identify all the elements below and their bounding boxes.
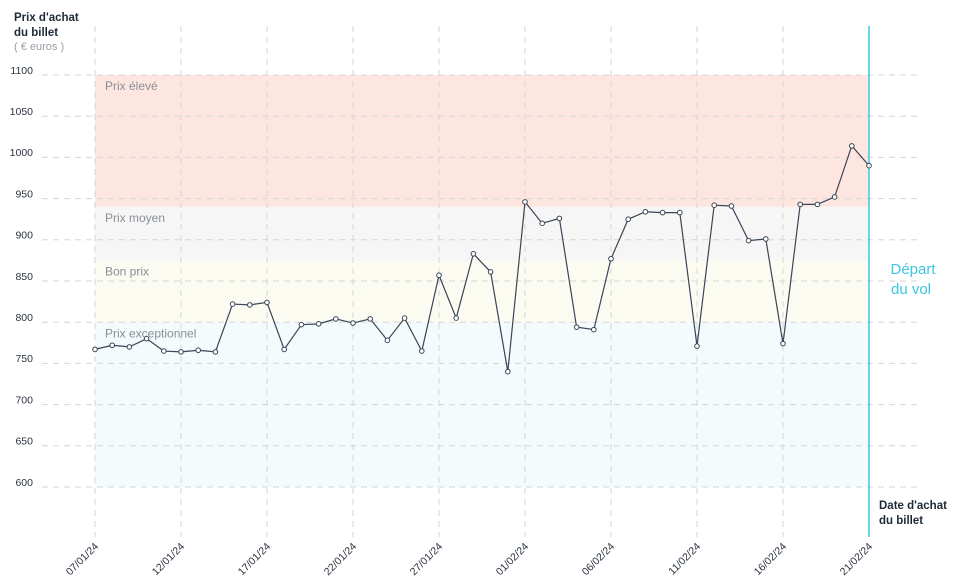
price-point — [711, 202, 718, 208]
price-point — [453, 315, 460, 321]
price-point — [849, 143, 855, 149]
price-point — [625, 216, 632, 222]
y-axis-label: du billet — [14, 27, 58, 39]
x-axis-label: Date d'achat — [879, 500, 947, 512]
price-point — [505, 368, 511, 375]
price-band — [95, 206, 869, 261]
y-tick-label: 650 — [15, 436, 33, 448]
price-point — [384, 337, 391, 344]
price-band — [95, 75, 869, 207]
price-point — [229, 301, 236, 307]
price-point — [780, 340, 786, 347]
y-tick-label: 1050 — [10, 106, 34, 118]
y-tick-label: 900 — [15, 230, 33, 242]
price-point — [247, 302, 253, 308]
price-point — [178, 349, 184, 355]
x-tick-label: 27/01/24 — [408, 540, 445, 577]
price-point — [763, 236, 769, 242]
y-axis-unit: ( € euros ) — [14, 41, 64, 53]
price-point — [642, 208, 649, 215]
price-point — [419, 348, 425, 354]
price-point — [109, 342, 115, 349]
x-axis-label: du billet — [879, 515, 923, 527]
y-tick-label: 1000 — [10, 147, 34, 159]
price-point — [436, 272, 442, 279]
price-point — [92, 346, 98, 353]
x-tick-label: 17/01/24 — [236, 540, 273, 577]
y-tick-label: 800 — [15, 312, 33, 324]
y-tick-label: 600 — [15, 477, 33, 489]
y-tick-label: 1100 — [10, 65, 33, 77]
x-tick-label: 12/01/24 — [150, 540, 187, 577]
y-tick-label: 850 — [15, 271, 33, 283]
price-point — [556, 215, 563, 222]
x-tick-label: 21/02/24 — [838, 540, 875, 577]
band-label: Prix moyen — [105, 211, 165, 225]
price-point — [333, 316, 339, 322]
price-point — [212, 349, 219, 355]
price-point — [591, 326, 597, 333]
y-tick-label: 950 — [15, 188, 33, 200]
x-tick-label: 01/02/24 — [494, 540, 531, 577]
price-point — [367, 316, 374, 322]
x-tick-label: 22/01/24 — [322, 540, 359, 577]
band-label: Prix élevé — [105, 79, 158, 93]
x-tick-label: 07/01/24 — [64, 540, 101, 577]
price-point — [264, 299, 270, 306]
price-point — [281, 346, 288, 353]
price-point — [195, 347, 201, 354]
x-tick-label: 11/02/24 — [666, 540, 703, 577]
price-point — [659, 209, 666, 216]
price-point — [814, 201, 821, 208]
price-point — [487, 269, 494, 275]
price-point — [866, 162, 872, 169]
price-point — [298, 321, 305, 328]
price-point — [728, 203, 735, 209]
departure-label: du vol — [891, 281, 931, 298]
price-point — [797, 201, 804, 208]
price-point — [350, 320, 356, 326]
x-tick-label: 06/02/24 — [580, 540, 617, 577]
price-point — [831, 194, 838, 200]
y-axis-label: Prix d'achat — [14, 12, 79, 24]
price-point — [315, 321, 322, 327]
price-point — [470, 251, 477, 257]
price-point — [745, 237, 752, 244]
price-point — [161, 348, 167, 354]
price-point — [143, 335, 150, 342]
price-point — [539, 220, 546, 227]
price-point — [677, 209, 683, 216]
x-tick-label: 16/02/24 — [752, 540, 789, 577]
price-point — [573, 324, 580, 330]
band-label: Bon prix — [105, 265, 149, 279]
price-line — [94, 144, 870, 372]
price-band — [95, 260, 869, 323]
price-point — [522, 199, 528, 205]
band-label: Prix exceptionnel — [105, 326, 196, 340]
price-point — [608, 255, 614, 262]
departure-label: Départ — [890, 261, 936, 278]
price-point — [694, 343, 700, 349]
y-tick-label: 750 — [15, 353, 33, 365]
price-point — [401, 315, 408, 321]
price-point — [126, 344, 133, 350]
y-tick-label: 700 — [15, 394, 33, 406]
